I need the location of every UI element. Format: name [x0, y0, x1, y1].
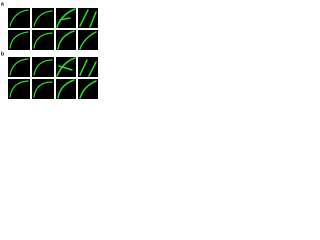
signal [33, 59, 53, 76]
micrograph [78, 30, 98, 50]
micrograph [78, 57, 98, 77]
signal [56, 8, 76, 28]
signal [33, 81, 53, 98]
micrograph [32, 57, 54, 77]
signal [79, 31, 97, 50]
micrograph [32, 79, 54, 99]
signal [79, 80, 97, 99]
signal [9, 31, 29, 49]
panel-label: a [1, 1, 4, 7]
micrograph [32, 8, 54, 28]
signal [9, 80, 29, 98]
signal [9, 58, 29, 76]
signal [79, 9, 97, 28]
micrograph [56, 79, 76, 99]
panel-label: b [1, 51, 4, 57]
signal [57, 79, 75, 99]
micrograph [56, 57, 76, 77]
signal [9, 9, 29, 27]
signal [79, 59, 97, 77]
signal [33, 32, 53, 49]
figure: a b [1, 1, 98, 99]
signal [56, 57, 76, 77]
signal [57, 30, 75, 50]
micrograph [56, 30, 76, 50]
micrograph [8, 57, 30, 77]
signal [33, 10, 53, 27]
micrograph [8, 30, 30, 50]
micrograph [56, 8, 76, 28]
micrograph [8, 8, 30, 28]
micrograph-row [8, 79, 98, 99]
micrograph [78, 8, 98, 28]
micrograph-row [8, 57, 98, 77]
micrograph-row [8, 30, 98, 50]
micrograph [32, 30, 54, 50]
micrograph-row [8, 8, 98, 28]
micrograph [78, 79, 98, 99]
micrograph [8, 79, 30, 99]
